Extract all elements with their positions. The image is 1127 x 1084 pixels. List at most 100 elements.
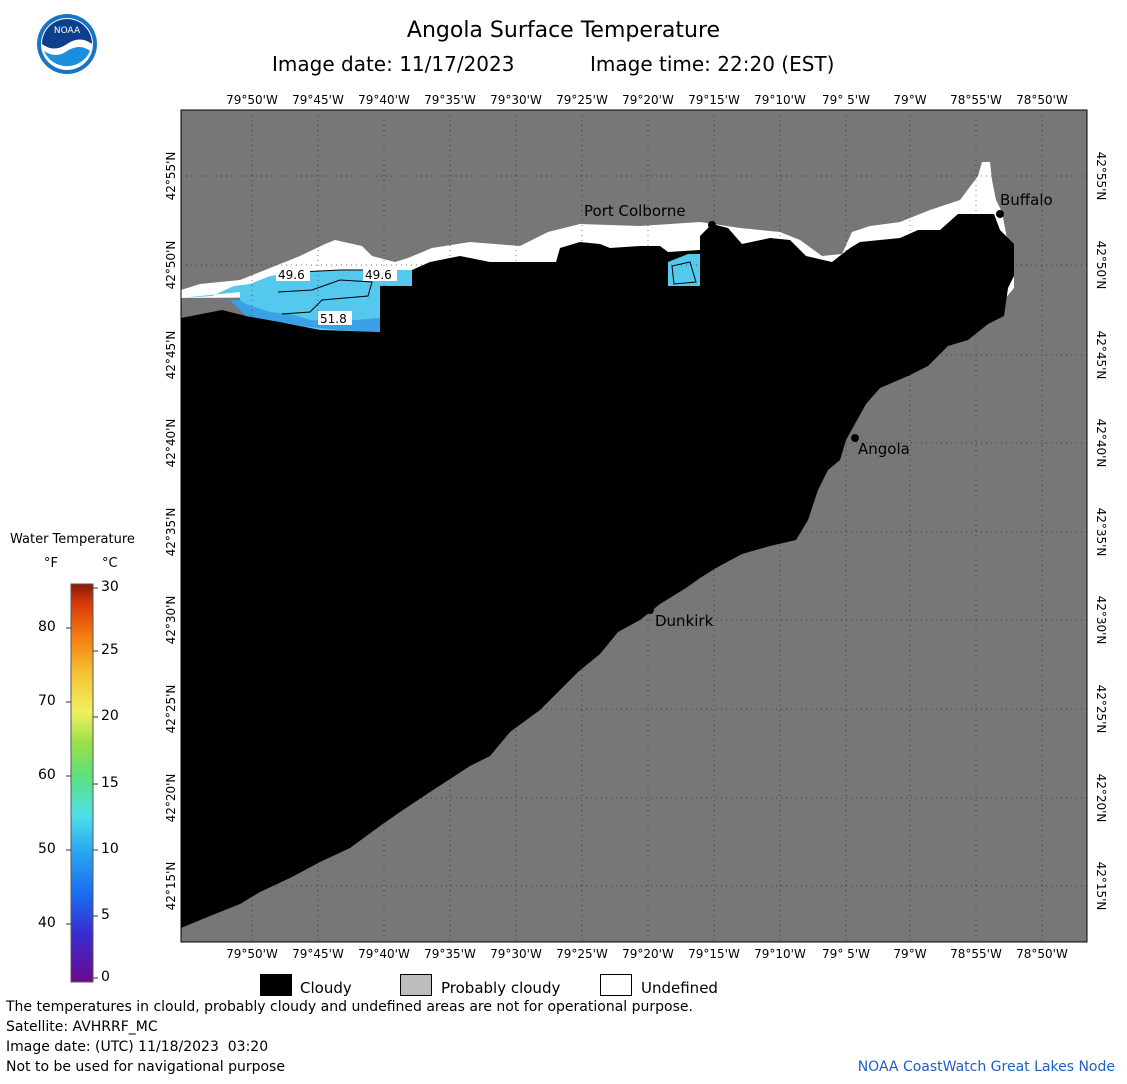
lon-label-top: 79°45'W <box>292 93 344 107</box>
cloudy-area <box>181 214 1014 928</box>
lat-label-left: 42°55'N <box>164 152 178 201</box>
lon-label-top: 79°15'W <box>688 93 740 107</box>
colorbar-unit-f: °F <box>44 556 58 571</box>
lat-label-right: 42°50'N <box>1094 241 1108 290</box>
footer-navigation-note: Not to be used for navigational purpose <box>6 1059 285 1075</box>
lon-label-top: 79°20'W <box>622 93 674 107</box>
map-frame <box>180 109 1088 943</box>
legend-label-probably-cloudy: Probably cloudy <box>441 979 561 997</box>
lon-label-top: 78°50'W <box>1016 93 1068 107</box>
lon-label-bottom: 79°35'W <box>424 947 476 961</box>
contour-line <box>277 279 373 315</box>
lon-label-bottom: 79°20'W <box>622 947 674 961</box>
water-region-east <box>668 254 700 286</box>
place-marker-angola <box>851 434 859 442</box>
lon-label-bottom: 79°25'W <box>556 947 608 961</box>
footer-disclaimer: The temperatures in clould, probably clo… <box>6 999 693 1015</box>
contour-line <box>671 261 697 285</box>
lat-label-left: 42°40'N <box>164 419 178 468</box>
colorbar-tick-c: 10 <box>101 841 119 857</box>
lon-label-bottom: 79°40'W <box>358 947 410 961</box>
lat-label-left: 42°20'N <box>164 774 178 823</box>
colorbar-tick-f: 70 <box>38 693 56 709</box>
lon-label-bottom: 78°55'W <box>950 947 1002 961</box>
contour-label: 49.6 <box>278 268 305 282</box>
colorbar-tick-c: 25 <box>101 642 119 658</box>
legend-swatch-cloudy <box>260 974 292 996</box>
colorbar <box>70 583 94 983</box>
colorbar-ticks <box>66 587 98 979</box>
lat-label-right: 42°55'N <box>1094 152 1108 201</box>
lon-label-bottom: 79°30'W <box>490 947 542 961</box>
logo-text: NOAA <box>54 26 81 36</box>
image-time-label: Image time: 22:20 (EST) <box>590 52 835 76</box>
colorbar-tick-c: 20 <box>101 708 119 724</box>
footer-satellite: Satellite: AVHRRF_MC <box>6 1019 158 1035</box>
lon-label-bottom: 79°10'W <box>754 947 806 961</box>
place-label-angola: Angola <box>858 440 910 458</box>
lat-label-right: 42°45'N <box>1094 331 1108 380</box>
colorbar-title: Water Temperature <box>10 532 135 547</box>
lat-label-right: 42°30'N <box>1094 596 1108 645</box>
place-marker-buffalo <box>996 210 1004 218</box>
lon-label-top: 78°55'W <box>950 93 1002 107</box>
contour-label: 49.6 <box>365 268 392 282</box>
legend-swatch-undefined <box>600 974 632 996</box>
lon-label-bottom: 79°W <box>893 947 926 961</box>
colorbar-tick-f: 80 <box>38 619 56 635</box>
lat-label-left: 42°25'N <box>164 685 178 734</box>
lat-label-left: 42°45'N <box>164 331 178 380</box>
footer-credit: NOAA CoastWatch Great Lakes Node <box>857 1059 1115 1075</box>
legend-label-undefined: Undefined <box>641 979 718 997</box>
lat-label-right: 42°20'N <box>1094 774 1108 823</box>
lon-label-top: 79°30'W <box>490 93 542 107</box>
legend-swatch-probably-cloudy <box>400 974 432 996</box>
colorbar-tick-f: 50 <box>38 841 56 857</box>
lon-label-bottom: 79°50'W <box>226 947 278 961</box>
contour-label-bg <box>363 267 397 281</box>
noaa-logo-icon: NOAA <box>37 14 97 74</box>
colorbar-tick-c: 30 <box>101 579 119 595</box>
place-label-dunkirk: Dunkirk <box>655 612 714 630</box>
lon-label-bottom: 78°50'W <box>1016 947 1068 961</box>
contour-label-bg <box>318 311 352 325</box>
colorbar-tick-c: 0 <box>101 969 110 985</box>
lat-label-right: 42°35'N <box>1094 508 1108 557</box>
place-label-port-colborne: Port Colborne <box>584 202 686 220</box>
place-marker-port-colborne <box>708 221 716 229</box>
lon-label-top: 79°40'W <box>358 93 410 107</box>
lon-label-top: 79°10'W <box>754 93 806 107</box>
lon-label-bottom: 79° 5'W <box>822 947 870 961</box>
colorbar-tick-f: 40 <box>38 915 56 931</box>
lat-label-right: 42°25'N <box>1094 685 1108 734</box>
contour-label: 51.8 <box>320 312 347 326</box>
water-region-west <box>181 270 412 332</box>
colorbar-tick-f: 60 <box>38 767 56 783</box>
lat-label-left: 42°50'N <box>164 241 178 290</box>
lat-label-left: 42°30'N <box>164 596 178 645</box>
place-marker-dunkirk <box>646 606 654 614</box>
legend-label-cloudy: Cloudy <box>300 979 352 997</box>
lon-label-bottom: 79°45'W <box>292 947 344 961</box>
contour-label-bg <box>276 267 310 281</box>
lat-label-left: 42°35'N <box>164 508 178 557</box>
lat-label-right: 42°40'N <box>1094 419 1108 468</box>
lat-label-left: 42°15'N <box>164 862 178 911</box>
colorbar-tick-c: 5 <box>101 907 110 923</box>
lat-label-right: 42°15'N <box>1094 862 1108 911</box>
page-title: Angola Surface Temperature <box>406 18 721 43</box>
grid-lines <box>181 110 1087 942</box>
lon-label-top: 79°W <box>893 93 926 107</box>
colorbar-tick-c: 15 <box>101 775 119 791</box>
place-label-buffalo: Buffalo <box>1000 191 1053 209</box>
lon-label-top: 79°35'W <box>424 93 476 107</box>
image-date-label: Image date: 11/17/2023 <box>272 52 515 76</box>
lon-label-top: 79° 5'W <box>822 93 870 107</box>
colorbar-unit-c: °C <box>102 556 118 571</box>
footer-utc-date: Image date: (UTC) 11/18/2023 03:20 <box>6 1039 269 1055</box>
noaa-logo: NOAA <box>36 13 98 75</box>
lon-label-bottom: 79°15'W <box>688 947 740 961</box>
lon-label-top: 79°25'W <box>556 93 608 107</box>
lon-label-top: 79°50'W <box>226 93 278 107</box>
